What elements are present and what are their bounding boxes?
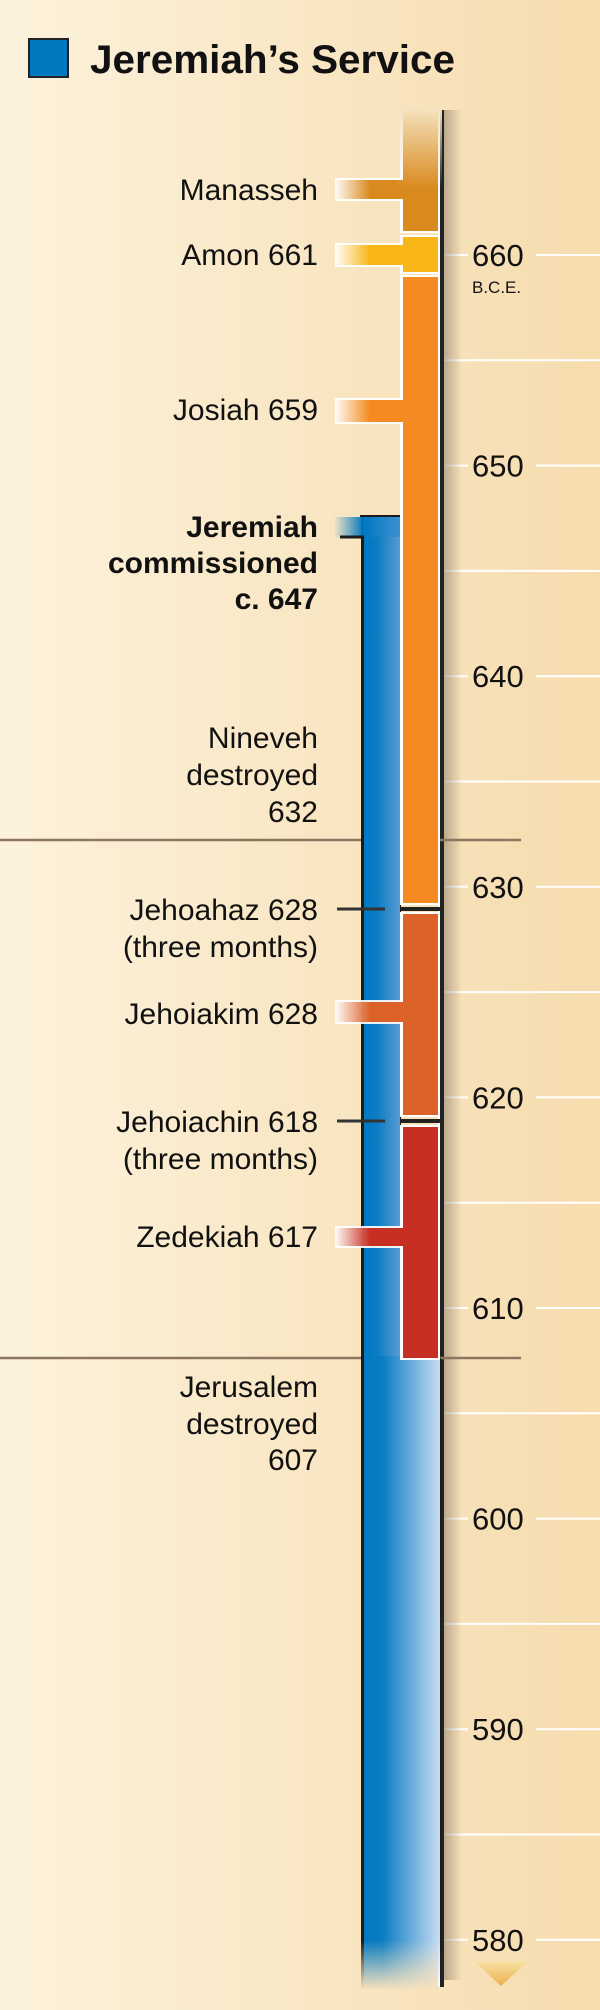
reign-label-jehoiakim: Jehoiakim 628: [125, 998, 318, 1031]
axis-line: [440, 110, 444, 1987]
reign-arm-4: [335, 1002, 405, 1022]
reign-label-jehoahaz-line1: Jehoahaz 628: [130, 894, 319, 927]
jeremiah-bar-upper: [364, 537, 400, 1360]
reign-arm-2: [335, 400, 405, 422]
reign-label-manasseh: Manasseh: [180, 174, 318, 207]
year-axis: 660 650 640 630 620 610 600 590 580: [442, 238, 600, 1958]
reign-label-jehoahaz-line2: (three months): [123, 931, 318, 964]
reign-segment-1: [403, 237, 438, 272]
event-label-jerusalem-line3: 607: [268, 1444, 318, 1477]
jeremiah-label-line1: Jeremiah: [186, 511, 318, 544]
axis-unit-label: B.C.E.: [472, 278, 521, 297]
jeremiah-service-bar: [361, 515, 441, 1990]
reign-arm-6: [335, 1228, 405, 1246]
timeline-bars: [0, 108, 521, 1990]
event-label-jerusalem-line1: Jerusalem: [180, 1371, 318, 1404]
legend-swatch-blue: [28, 38, 69, 78]
tick-label-620: 620: [472, 1080, 524, 1115]
chart-title: Jeremiah’s Service: [90, 38, 455, 82]
reign-segment-6: [403, 1127, 438, 1358]
tick-label-610: 610: [472, 1291, 524, 1326]
tick-label-600: 600: [472, 1502, 524, 1537]
continue-down-arrow-icon: [475, 1962, 527, 1986]
jeremiah-bar-lower: [364, 1356, 440, 1990]
reign-label-jehoiachin-line1: Jehoiachin 618: [116, 1106, 318, 1139]
tick-label-650: 650: [472, 449, 524, 484]
event-label-nineveh-line2: destroyed: [186, 759, 318, 792]
reign-label-jehoiachin-line2: (three months): [123, 1143, 318, 1176]
event-label-nineveh-line1: Nineveh: [208, 722, 318, 755]
event-label-nineveh-line3: 632: [268, 796, 318, 829]
reign-label-zedekiah: Zedekiah 617: [136, 1221, 318, 1254]
reign-top-fade: [398, 108, 442, 188]
tick-label-640: 640: [472, 659, 524, 694]
reign-segment-4: [403, 914, 438, 1115]
axis-shadow: [444, 110, 462, 1980]
reign-arm-0: [335, 180, 405, 199]
reign-arm-1: [335, 245, 405, 265]
reign-label-amon: Amon 661: [181, 239, 318, 272]
reign-segment-2: [403, 277, 438, 903]
tick-label-630: 630: [472, 870, 524, 905]
jeremiah-label-line2: commissioned: [108, 547, 318, 580]
tick-label-580: 580: [472, 1923, 524, 1958]
tick-label-660: 660: [472, 238, 524, 273]
jeremiah-commissioned-marker: [334, 517, 400, 537]
reign-label-josiah: Josiah 659: [173, 394, 318, 427]
jeremiah-label-line3: c. 647: [235, 583, 318, 616]
event-label-jerusalem-line2: destroyed: [186, 1408, 318, 1441]
tick-label-590: 590: [472, 1712, 524, 1747]
